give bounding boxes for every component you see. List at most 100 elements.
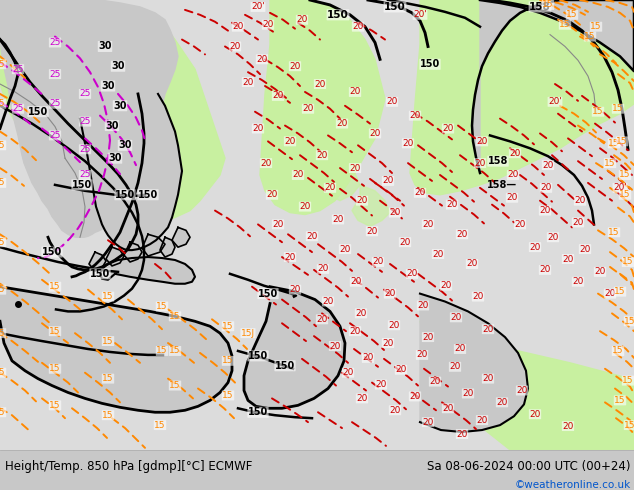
Text: 15: 15 [0, 368, 6, 377]
Text: 20: 20 [514, 220, 526, 229]
Text: 15: 15 [156, 346, 168, 355]
Text: 20: 20 [232, 22, 243, 31]
Text: 150: 150 [138, 190, 158, 200]
Text: 20: 20 [289, 62, 301, 71]
Polygon shape [420, 294, 528, 432]
Text: 150: 150 [258, 289, 278, 298]
Text: 20: 20 [456, 430, 468, 439]
Text: 20: 20 [540, 266, 551, 274]
Text: 20: 20 [579, 245, 591, 254]
Text: 20: 20 [432, 249, 444, 259]
Text: 15: 15 [0, 238, 6, 246]
Text: 20: 20 [362, 353, 373, 363]
Text: 15: 15 [0, 99, 6, 108]
Text: 30: 30 [98, 42, 112, 51]
Text: 20: 20 [422, 333, 434, 342]
Text: 20: 20 [574, 196, 586, 205]
Polygon shape [285, 114, 330, 151]
Text: 20: 20 [456, 230, 468, 239]
Text: 15: 15 [619, 171, 631, 179]
Text: 15: 15 [169, 346, 181, 355]
Polygon shape [244, 287, 345, 408]
Polygon shape [100, 257, 195, 284]
Text: 20: 20 [370, 129, 380, 138]
Text: 150: 150 [327, 10, 349, 20]
Text: 20: 20 [476, 416, 488, 425]
Text: 20: 20 [351, 277, 361, 286]
Polygon shape [325, 158, 360, 201]
Text: 20: 20 [284, 252, 295, 262]
Polygon shape [352, 185, 390, 226]
Text: 20: 20 [256, 55, 268, 64]
Text: 20: 20 [474, 159, 486, 168]
Text: 150: 150 [72, 180, 92, 190]
Text: 15: 15 [608, 139, 620, 148]
Polygon shape [0, 287, 232, 412]
Text: 20: 20 [266, 190, 278, 199]
Text: 20: 20 [316, 315, 328, 324]
Text: 20': 20' [413, 10, 427, 19]
Text: 20: 20 [399, 238, 411, 246]
Text: 20: 20 [261, 159, 272, 168]
Text: 15: 15 [608, 228, 620, 237]
Text: 20: 20 [573, 218, 584, 227]
Text: 150: 150 [28, 107, 48, 117]
Text: 20: 20 [562, 421, 574, 431]
Text: 150: 150 [115, 190, 135, 200]
Polygon shape [106, 247, 124, 266]
Text: 20: 20 [547, 233, 559, 242]
Text: 15: 15 [0, 178, 6, 187]
Text: 20: 20 [562, 254, 574, 264]
Text: 15: 15 [223, 356, 234, 366]
Text: 20: 20 [329, 342, 340, 350]
Polygon shape [260, 0, 385, 215]
Text: 20: 20 [356, 394, 368, 403]
Text: 15: 15 [614, 396, 626, 405]
Text: 20: 20 [496, 398, 508, 407]
Text: 20: 20 [289, 285, 301, 294]
Text: 20: 20 [325, 183, 335, 193]
Text: 25: 25 [79, 117, 91, 126]
Text: 15: 15 [592, 107, 604, 116]
Text: 20: 20 [314, 79, 326, 89]
Text: 20: 20 [507, 193, 518, 202]
Polygon shape [420, 321, 634, 450]
Text: 20: 20 [389, 208, 401, 217]
Text: 20': 20' [548, 98, 562, 106]
Text: 20: 20 [342, 368, 354, 377]
Text: 15: 15 [624, 317, 634, 326]
Text: 25: 25 [12, 104, 23, 113]
Text: 20: 20 [356, 196, 368, 205]
Text: 20: 20 [382, 339, 394, 347]
Text: 20: 20 [410, 111, 421, 120]
Text: 15: 15 [0, 329, 6, 338]
Text: 20: 20 [467, 260, 477, 269]
Text: 150: 150 [42, 247, 62, 257]
Text: 20: 20 [573, 277, 584, 286]
Text: 15: 15 [169, 312, 181, 321]
Text: 15: 15 [102, 374, 113, 383]
Polygon shape [0, 0, 634, 450]
Polygon shape [410, 0, 634, 195]
Text: 20: 20 [414, 188, 425, 197]
Text: 20: 20 [242, 77, 254, 87]
Text: 20: 20 [540, 183, 552, 193]
Text: 158—: 158— [487, 180, 517, 190]
Text: 20: 20 [594, 268, 605, 276]
Text: 25: 25 [79, 89, 91, 98]
Text: 15: 15 [0, 60, 6, 69]
Text: ©weatheronline.co.uk: ©weatheronline.co.uk [515, 480, 631, 490]
Text: 20: 20 [422, 220, 434, 229]
Polygon shape [124, 242, 142, 262]
Text: 15: 15 [566, 10, 578, 19]
Text: 20: 20 [389, 406, 401, 415]
Text: 20: 20 [446, 200, 458, 209]
Polygon shape [80, 94, 182, 250]
Text: 20: 20 [542, 161, 553, 170]
Text: 15: 15 [223, 391, 234, 400]
Text: 20: 20 [450, 362, 461, 371]
Polygon shape [0, 0, 178, 237]
Text: 15: 15 [612, 104, 624, 113]
Text: 20: 20 [509, 149, 521, 158]
Text: 20: 20 [284, 137, 295, 146]
